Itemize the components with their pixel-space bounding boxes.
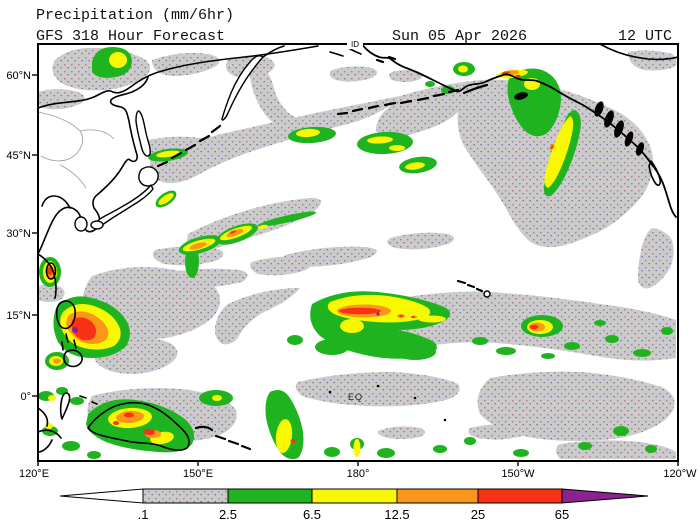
kamchatka-peninsula <box>221 55 264 121</box>
honshu-island <box>93 184 154 229</box>
legend-tick-label: 2.5 <box>219 507 237 522</box>
legend-segment-purple <box>561 488 649 504</box>
valid-time: 12 UTC <box>618 28 672 45</box>
legend-colorbar: .1 2.5 6.5 12.5 25 65 <box>59 488 649 522</box>
small-atolls <box>328 384 447 422</box>
dateline-label: ID <box>351 40 359 49</box>
bering-islands <box>375 55 397 64</box>
x-tick-label: 120°E <box>19 468 49 480</box>
y-tick-label: 30°N <box>6 228 31 240</box>
legend-tick-label: 6.5 <box>303 507 321 522</box>
new-guinea-island <box>87 401 190 451</box>
hawaii-big-island <box>483 290 491 298</box>
legend-segment-gray <box>142 488 229 504</box>
aleutian-islands <box>336 88 460 116</box>
yellow-sea-coast <box>41 195 71 209</box>
coastline-layer <box>38 44 678 453</box>
kamchatka-ne-coast <box>262 45 285 58</box>
arctic-coast <box>599 44 678 61</box>
forecast-subtitle: GFS 318 Hour Forecast <box>36 28 225 45</box>
chukotka-coast <box>329 48 362 57</box>
sakhalin-island <box>135 110 151 157</box>
legend-segment-below-min <box>59 488 144 504</box>
solomon-islands <box>194 425 252 451</box>
precip-purple-layer <box>72 312 380 333</box>
precip-red-layer <box>47 71 554 443</box>
x-tick-label: 150°E <box>183 468 213 480</box>
dateline-marker-bg <box>347 39 363 49</box>
header: Precipitation (mm/6hr) GFS 318 Hour Fore… <box>36 7 672 45</box>
indonesia-islands <box>38 392 98 453</box>
legend-tick-label: 12.5 <box>384 507 409 522</box>
shikoku-island <box>90 220 104 230</box>
x-tick-label: 150°W <box>501 468 535 480</box>
vancouver-island <box>648 160 662 186</box>
hawaii-islands <box>456 279 484 293</box>
y-tick-label: 15°N <box>6 310 31 322</box>
se-alaska-archipelago <box>514 92 645 156</box>
page-title: Precipitation (mm/6hr) <box>36 7 234 24</box>
philippines-islands <box>55 300 83 368</box>
okhotsk-korea-china-coast <box>38 76 149 255</box>
asia-borders <box>38 111 115 189</box>
legend-segment-red <box>477 488 563 504</box>
x-tick-label: 180° <box>347 468 370 480</box>
kyushu-island <box>74 216 88 232</box>
legend-segment-green <box>227 488 313 504</box>
china-se-coast <box>38 253 57 299</box>
y-tick-label: 45°N <box>6 150 31 162</box>
equator-label: EQ <box>348 392 363 402</box>
hokkaido-island <box>138 166 159 187</box>
taiwan-island <box>45 262 57 280</box>
map-canvas: EQ <box>38 44 678 460</box>
y-axis: 60°N 45°N 30°N 15°N 0° <box>6 70 38 403</box>
y-tick-label: 0° <box>20 391 31 403</box>
legend-segment-orange <box>396 488 479 504</box>
legend-tick-label: 25 <box>471 507 485 522</box>
legend-tick-label: 65 <box>555 507 569 522</box>
alaska-peninsula <box>462 83 489 95</box>
y-tick-label: 60°N <box>6 70 31 82</box>
siberia-coast <box>38 45 319 109</box>
legend-tick-label: .1 <box>138 507 149 522</box>
kuril-islands <box>156 124 222 168</box>
legend-segment-yellow <box>311 488 398 504</box>
x-tick-label: 120°W <box>663 468 697 480</box>
x-axis: 120°E 150°E 180° 150°W 120°W <box>19 461 697 480</box>
valid-date: Sun 05 Apr 2026 <box>392 28 527 45</box>
